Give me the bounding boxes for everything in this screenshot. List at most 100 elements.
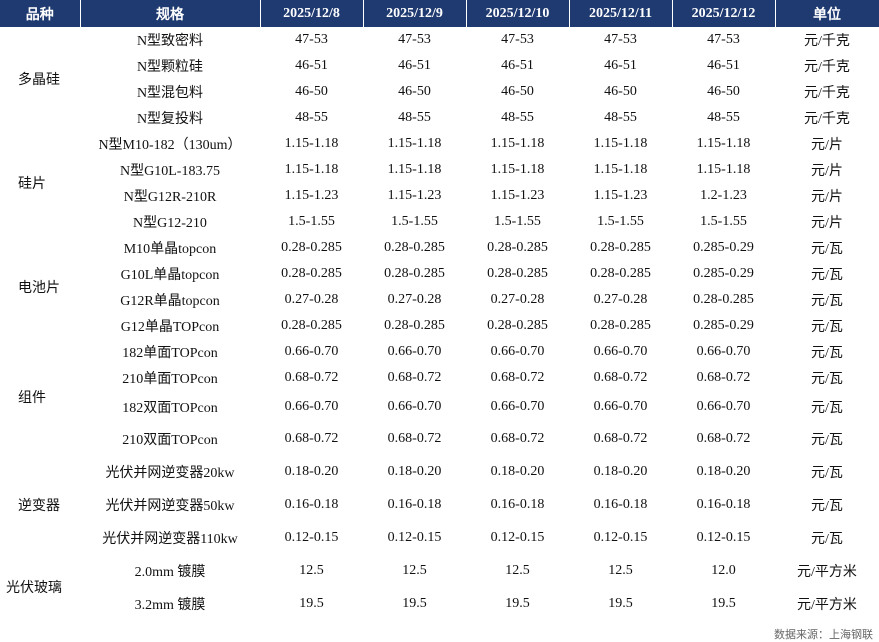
unit-cell: 元/瓦 bbox=[811, 531, 843, 547]
spec-cell: 210双面TOPcon bbox=[122, 433, 218, 448]
price-cell: 0.28-0.285 bbox=[590, 240, 651, 255]
price-cell: 0.68-0.72 bbox=[593, 370, 648, 385]
price-cell: 0.28-0.285 bbox=[693, 292, 754, 307]
spec-cell: 光伏并网逆变器110kw bbox=[102, 531, 238, 547]
price-cell: 1.15-1.23 bbox=[593, 188, 648, 203]
unit-cell: 元/平方米 bbox=[797, 564, 857, 580]
price-cell: 1.15-1.18 bbox=[490, 136, 545, 151]
price-cell: 0.66-0.70 bbox=[387, 344, 442, 359]
price-cell: 1.15-1.18 bbox=[696, 136, 751, 151]
price-cell: 0.27-0.28 bbox=[284, 292, 339, 307]
price-cell: 12.5 bbox=[505, 562, 530, 578]
unit-cell: 元/片 bbox=[811, 138, 843, 153]
price-cell: 19.5 bbox=[402, 595, 427, 611]
price-cell: 48-55 bbox=[604, 110, 637, 125]
price-cell: 0.68-0.72 bbox=[387, 370, 442, 385]
price-cell: 0.68-0.72 bbox=[593, 431, 648, 446]
price-cell: 47-53 bbox=[604, 32, 637, 47]
price-cell: 0.16-0.18 bbox=[284, 496, 339, 512]
spec-cell: N型颗粒硅 bbox=[136, 60, 204, 75]
price-cell: 48-55 bbox=[707, 110, 740, 125]
header-cell: 2025/12/10 bbox=[466, 0, 570, 27]
unit-cell: 元/片 bbox=[811, 216, 843, 231]
price-cell: 0.66-0.70 bbox=[593, 344, 648, 359]
price-cell: 0.18-0.20 bbox=[490, 463, 545, 479]
category-cell: 硅片 bbox=[18, 177, 46, 192]
price-cell: 0.16-0.18 bbox=[387, 496, 442, 512]
price-cell: 48-55 bbox=[398, 110, 431, 125]
price-cell: 0.28-0.285 bbox=[487, 240, 548, 255]
price-cell: 47-53 bbox=[398, 32, 431, 47]
table-row: 210单面TOPcon 0.68-0.72 0.68-0.72 0.68-0.72 0.… bbox=[0, 365, 879, 391]
price-cell: 1.5-1.55 bbox=[494, 214, 541, 229]
category-cell: 逆变器 bbox=[18, 498, 60, 514]
price-cell: 0.66-0.70 bbox=[490, 344, 545, 359]
unit-cell: 元/片 bbox=[811, 190, 843, 205]
spec-cell: G12单晶TOPcon bbox=[120, 320, 220, 335]
price-cell: 0.28-0.285 bbox=[384, 318, 445, 333]
spec-cell: G12R单晶topcon bbox=[120, 294, 220, 309]
price-cell: 46-50 bbox=[604, 84, 637, 99]
unit-cell: 元/千克 bbox=[804, 34, 850, 49]
spec-cell: G10L单晶topcon bbox=[120, 268, 220, 283]
table-row: N型G10L-183.75 1.15-1.18 1.15-1.18 1.15-1.18… bbox=[0, 157, 879, 183]
unit-cell: 元/瓦 bbox=[811, 320, 843, 335]
header-cell: 2025/12/9 bbox=[363, 0, 467, 27]
price-cell: 0.27-0.28 bbox=[387, 292, 442, 307]
price-cell: 0.66-0.70 bbox=[490, 399, 545, 414]
price-cell: 1.5-1.55 bbox=[597, 214, 644, 229]
price-cell: 0.28-0.285 bbox=[281, 266, 342, 281]
header-cell: 2025/12/8 bbox=[260, 0, 364, 27]
price-cell: 19.5 bbox=[299, 595, 324, 611]
header-cell: 2025/12/12 bbox=[672, 0, 776, 27]
price-cell: 0.68-0.72 bbox=[387, 431, 442, 446]
price-cell: 1.5-1.55 bbox=[288, 214, 335, 229]
spec-cell: M10单晶topcon bbox=[123, 242, 217, 257]
spec-cell: 2.0mm 镀膜 bbox=[134, 564, 206, 580]
price-cell: 47-53 bbox=[501, 32, 534, 47]
price-cell: 19.5 bbox=[711, 595, 736, 611]
price-cell: 47-53 bbox=[707, 32, 740, 47]
spec-cell: N型致密料 bbox=[136, 34, 204, 49]
unit-cell: 元/千克 bbox=[804, 86, 850, 101]
unit-cell: 元/瓦 bbox=[811, 433, 843, 448]
table-row: G10L单晶topcon 0.28-0.285 0.28-0.285 0.28-0.2… bbox=[0, 261, 879, 287]
price-cell: 0.12-0.15 bbox=[593, 529, 648, 545]
spec-cell: N型G10L-183.75 bbox=[120, 164, 220, 179]
price-cell: 48-55 bbox=[295, 110, 328, 125]
price-cell: 1.15-1.23 bbox=[490, 188, 545, 203]
unit-cell: 元/瓦 bbox=[811, 242, 843, 257]
price-cell: 0.18-0.20 bbox=[284, 463, 339, 479]
unit-cell: 元/千克 bbox=[804, 112, 850, 127]
unit-cell: 元/千克 bbox=[804, 60, 850, 75]
price-cell: 12.5 bbox=[608, 562, 633, 578]
unit-cell: 元/瓦 bbox=[811, 294, 843, 309]
price-cell: 46-51 bbox=[707, 58, 740, 73]
header-cell: 单位 bbox=[775, 0, 879, 27]
price-cell: 0.12-0.15 bbox=[387, 529, 442, 545]
price-cell: 48-55 bbox=[501, 110, 534, 125]
category-cell: 电池片 bbox=[18, 281, 60, 296]
category-cell: 组件 bbox=[18, 391, 46, 406]
price-cell: 0.12-0.15 bbox=[696, 529, 751, 545]
price-cell: 0.68-0.72 bbox=[490, 431, 545, 446]
price-cell: 1.15-1.18 bbox=[284, 162, 339, 177]
price-cell: 1.15-1.18 bbox=[593, 162, 648, 177]
price-cell: 0.68-0.72 bbox=[284, 431, 339, 446]
price-cell: 46-50 bbox=[295, 84, 328, 99]
table-row: N型颗粒硅 46-51 46-51 46-51 46-51 46-51 元/千克 bbox=[0, 53, 879, 79]
price-cell: 46-50 bbox=[707, 84, 740, 99]
price-cell: 12.5 bbox=[402, 562, 427, 578]
price-cell: 0.68-0.72 bbox=[490, 370, 545, 385]
price-cell: 0.27-0.28 bbox=[490, 292, 545, 307]
category-cell: 光伏玻璃 bbox=[6, 581, 62, 596]
price-cell: 0.68-0.72 bbox=[696, 431, 751, 446]
spec-cell: 210单面TOPcon bbox=[122, 372, 218, 387]
header-cell: 2025/12/11 bbox=[569, 0, 673, 27]
table-row: N型混包料 46-50 46-50 46-50 46-50 46-50 元/千克 bbox=[0, 79, 879, 105]
unit-cell: 元/瓦 bbox=[811, 268, 843, 283]
price-cell: 0.28-0.285 bbox=[281, 318, 342, 333]
spec-cell: N型混包料 bbox=[136, 86, 204, 101]
price-cell: 0.18-0.20 bbox=[387, 463, 442, 479]
price-cell: 0.16-0.18 bbox=[490, 496, 545, 512]
